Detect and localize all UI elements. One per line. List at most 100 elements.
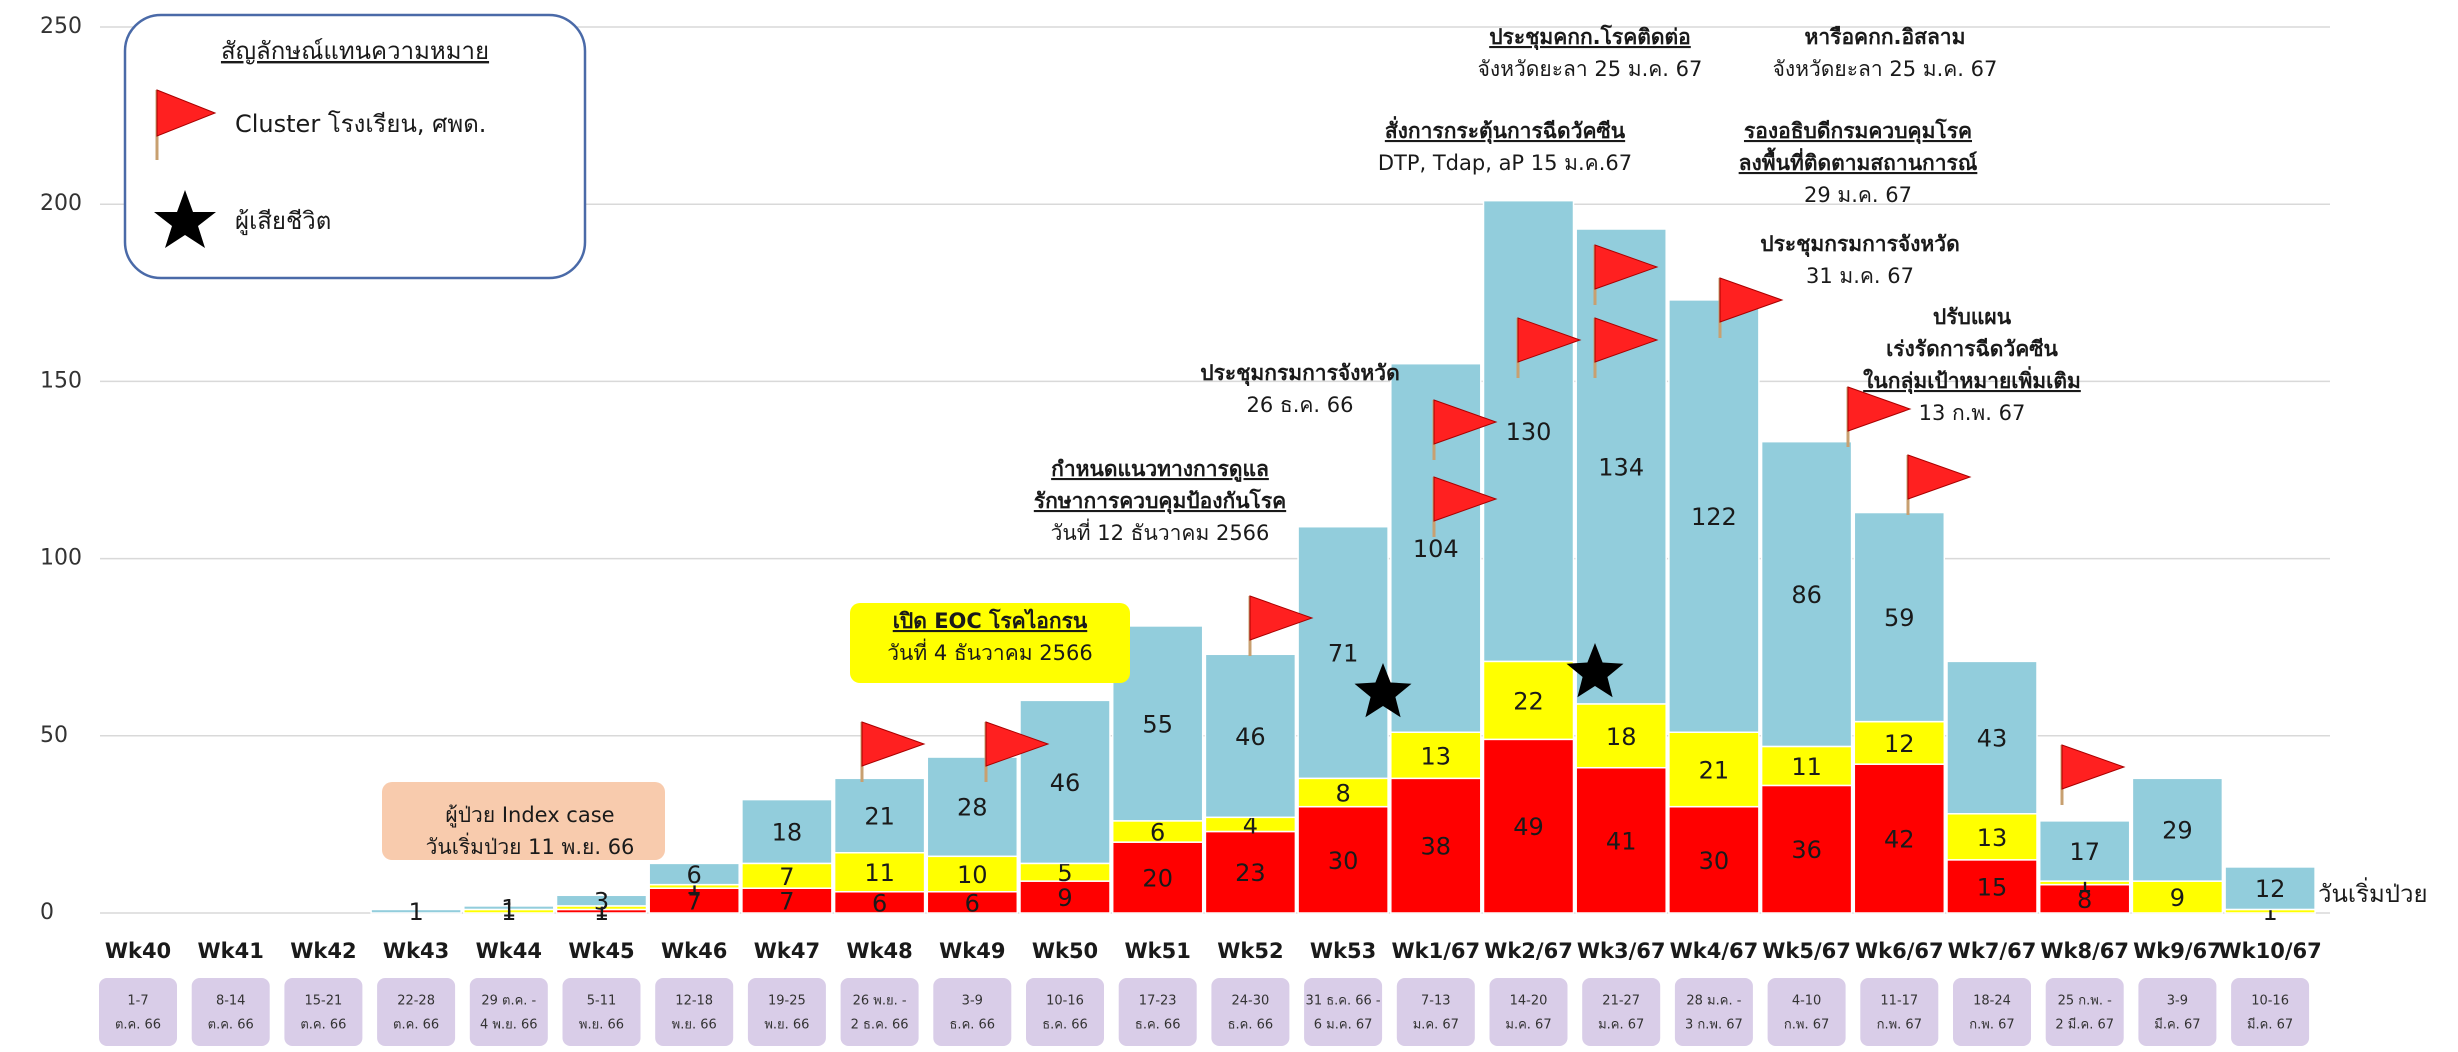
flag-icon: [1248, 595, 1314, 656]
value-label: 13: [1421, 742, 1452, 770]
flag: [1433, 399, 1498, 445]
bar-segment: [1760, 784, 1853, 914]
value-label: 9: [1057, 884, 1072, 912]
date-box: [191, 978, 270, 1046]
x-tick-label: Wk44: [476, 939, 542, 963]
date-label: 25 ก.พ. -: [2058, 994, 2113, 1009]
value-label: 86: [1791, 581, 1822, 609]
x-tick-label: Wk6/67: [1855, 939, 1944, 963]
y-tick-label: 100: [40, 546, 82, 571]
flag-icon: [984, 721, 1050, 782]
value-label: 6: [965, 889, 980, 917]
annotation: วันเริ่มป่วย 11 พ.ย. 66: [426, 832, 635, 859]
value-label: 30: [1328, 847, 1359, 875]
bar-segment: [1019, 880, 1111, 914]
plot: 0 50 100 150 200 250 Wk40 1-7 ต.ค. 66 Wk41 8-14 ต.ค…: [40, 14, 2428, 1046]
legend-title: สัญลักษณ์แทนความหมาย: [221, 37, 489, 65]
flag-icon: [1718, 277, 1784, 338]
flag: [1594, 244, 1659, 290]
bar-segment: [1668, 805, 1760, 914]
flag-icon: [1593, 244, 1659, 305]
bar-segment: [1204, 653, 1297, 819]
date-box: [2138, 978, 2217, 1046]
value-label: 46: [1050, 769, 1081, 797]
bar-segment: [2224, 866, 2316, 911]
date-label: 10-16: [1046, 994, 1084, 1009]
date-label: ก.พ. 67: [1784, 1018, 1829, 1033]
bar-segment: [1575, 766, 1667, 914]
annotation: กำหนดแนวทางการดูแล: [1051, 457, 1269, 483]
value-label: 55: [1142, 710, 1173, 738]
bar-segment: [1575, 703, 1667, 769]
date-label: 4-10: [1792, 994, 1822, 1009]
date-label: 15-21: [305, 994, 343, 1009]
annotation: 26 ธ.ค. 66: [1246, 393, 1353, 417]
value-label: 104: [1413, 535, 1459, 563]
date-label: พ.ย. 66: [764, 1018, 809, 1033]
value-label: 21: [864, 803, 895, 831]
annotation: 13 ก.พ. 67: [1919, 401, 2026, 425]
value-label: 71: [1328, 640, 1359, 668]
legend-flag-label: Cluster โรงเรียน, ศพด.: [235, 110, 486, 138]
x-tick-label: Wk10/67: [2218, 939, 2321, 963]
legend-flag-icon: [155, 89, 217, 160]
y-tick-label: 0: [40, 900, 54, 925]
bar-segment: [1760, 440, 1853, 748]
x-tick-label: Wk47: [754, 939, 820, 963]
date-label: 11-17: [1880, 994, 1918, 1009]
date-label: ต.ค. 66: [115, 1018, 161, 1033]
date-label: ธ.ค. 66: [1228, 1018, 1274, 1033]
value-label: 6: [687, 861, 702, 889]
flag-icon: [860, 721, 926, 782]
value-label: 49: [1513, 813, 1544, 841]
date-box: [2231, 978, 2310, 1046]
date-label: 3 ก.พ. 67: [1685, 1018, 1743, 1033]
annotation: เร่งรัดการฉีดวัคซีน: [1886, 337, 2058, 361]
flag-icon: [1906, 454, 1972, 515]
value-label: 7: [779, 888, 794, 916]
annotation: หารือคกก.อิสลาม: [1805, 25, 1966, 49]
date-label: ก.พ. 67: [1969, 1018, 2014, 1033]
date-label: ก.พ. 67: [1877, 1018, 1922, 1033]
date-label: 5-11: [587, 994, 617, 1009]
value-label: 9: [2170, 884, 2185, 912]
bar-segment: [1853, 511, 1946, 723]
date-box: [1582, 978, 1661, 1046]
date-label: มี.ค. 67: [2154, 1017, 2200, 1033]
value-label: 30: [1699, 847, 1730, 875]
annotation: เปิด EOC โรคไอกรน: [893, 608, 1088, 633]
bar-segment: [2131, 777, 2224, 882]
value-label: 7: [687, 888, 702, 916]
bar-segment: [926, 756, 1019, 858]
annotation: ในกลุ่มเป้าหมายเพิ่มเติม: [1863, 365, 2081, 395]
value-label: 23: [1235, 859, 1266, 887]
date-label: 12-18: [675, 994, 713, 1009]
date-label: 10-16: [2251, 994, 2289, 1009]
bar-segment: [1668, 731, 1760, 808]
date-label: 14-20: [1510, 994, 1548, 1009]
annotation: DTP, Tdap, aP 15 ม.ค.67: [1378, 151, 1632, 175]
date-box: [1953, 978, 2031, 1046]
date-box: [377, 978, 456, 1046]
date-label: ม.ค. 67: [1505, 1018, 1551, 1033]
value-label: 11: [1791, 753, 1822, 781]
date-label: ต.ค. 66: [393, 1018, 439, 1033]
date-label: 21-27: [1602, 994, 1640, 1009]
value-label: 22: [1513, 687, 1544, 715]
annotation: 29 ม.ค. 67: [1804, 183, 1912, 207]
bar-segment: [833, 777, 926, 854]
flag: [1719, 277, 1784, 323]
value-label: 28: [957, 794, 988, 822]
value-label: 20: [1142, 865, 1173, 893]
bar-segment: [370, 908, 462, 914]
bar-segment: [1668, 299, 1760, 734]
value-label: 21: [1699, 756, 1730, 784]
date-box: [747, 978, 826, 1046]
bar-segment: [1946, 660, 2038, 815]
legend-star-label: ผู้เสียชีวิต: [235, 207, 331, 236]
annotation: 31 ม.ค. 67: [1806, 264, 1914, 288]
x-tick-label: Wk7/67: [1948, 939, 2037, 963]
bar-segment: [2038, 820, 2131, 882]
bar-segment: [1853, 763, 1946, 914]
bar-segment: [1946, 813, 2038, 861]
